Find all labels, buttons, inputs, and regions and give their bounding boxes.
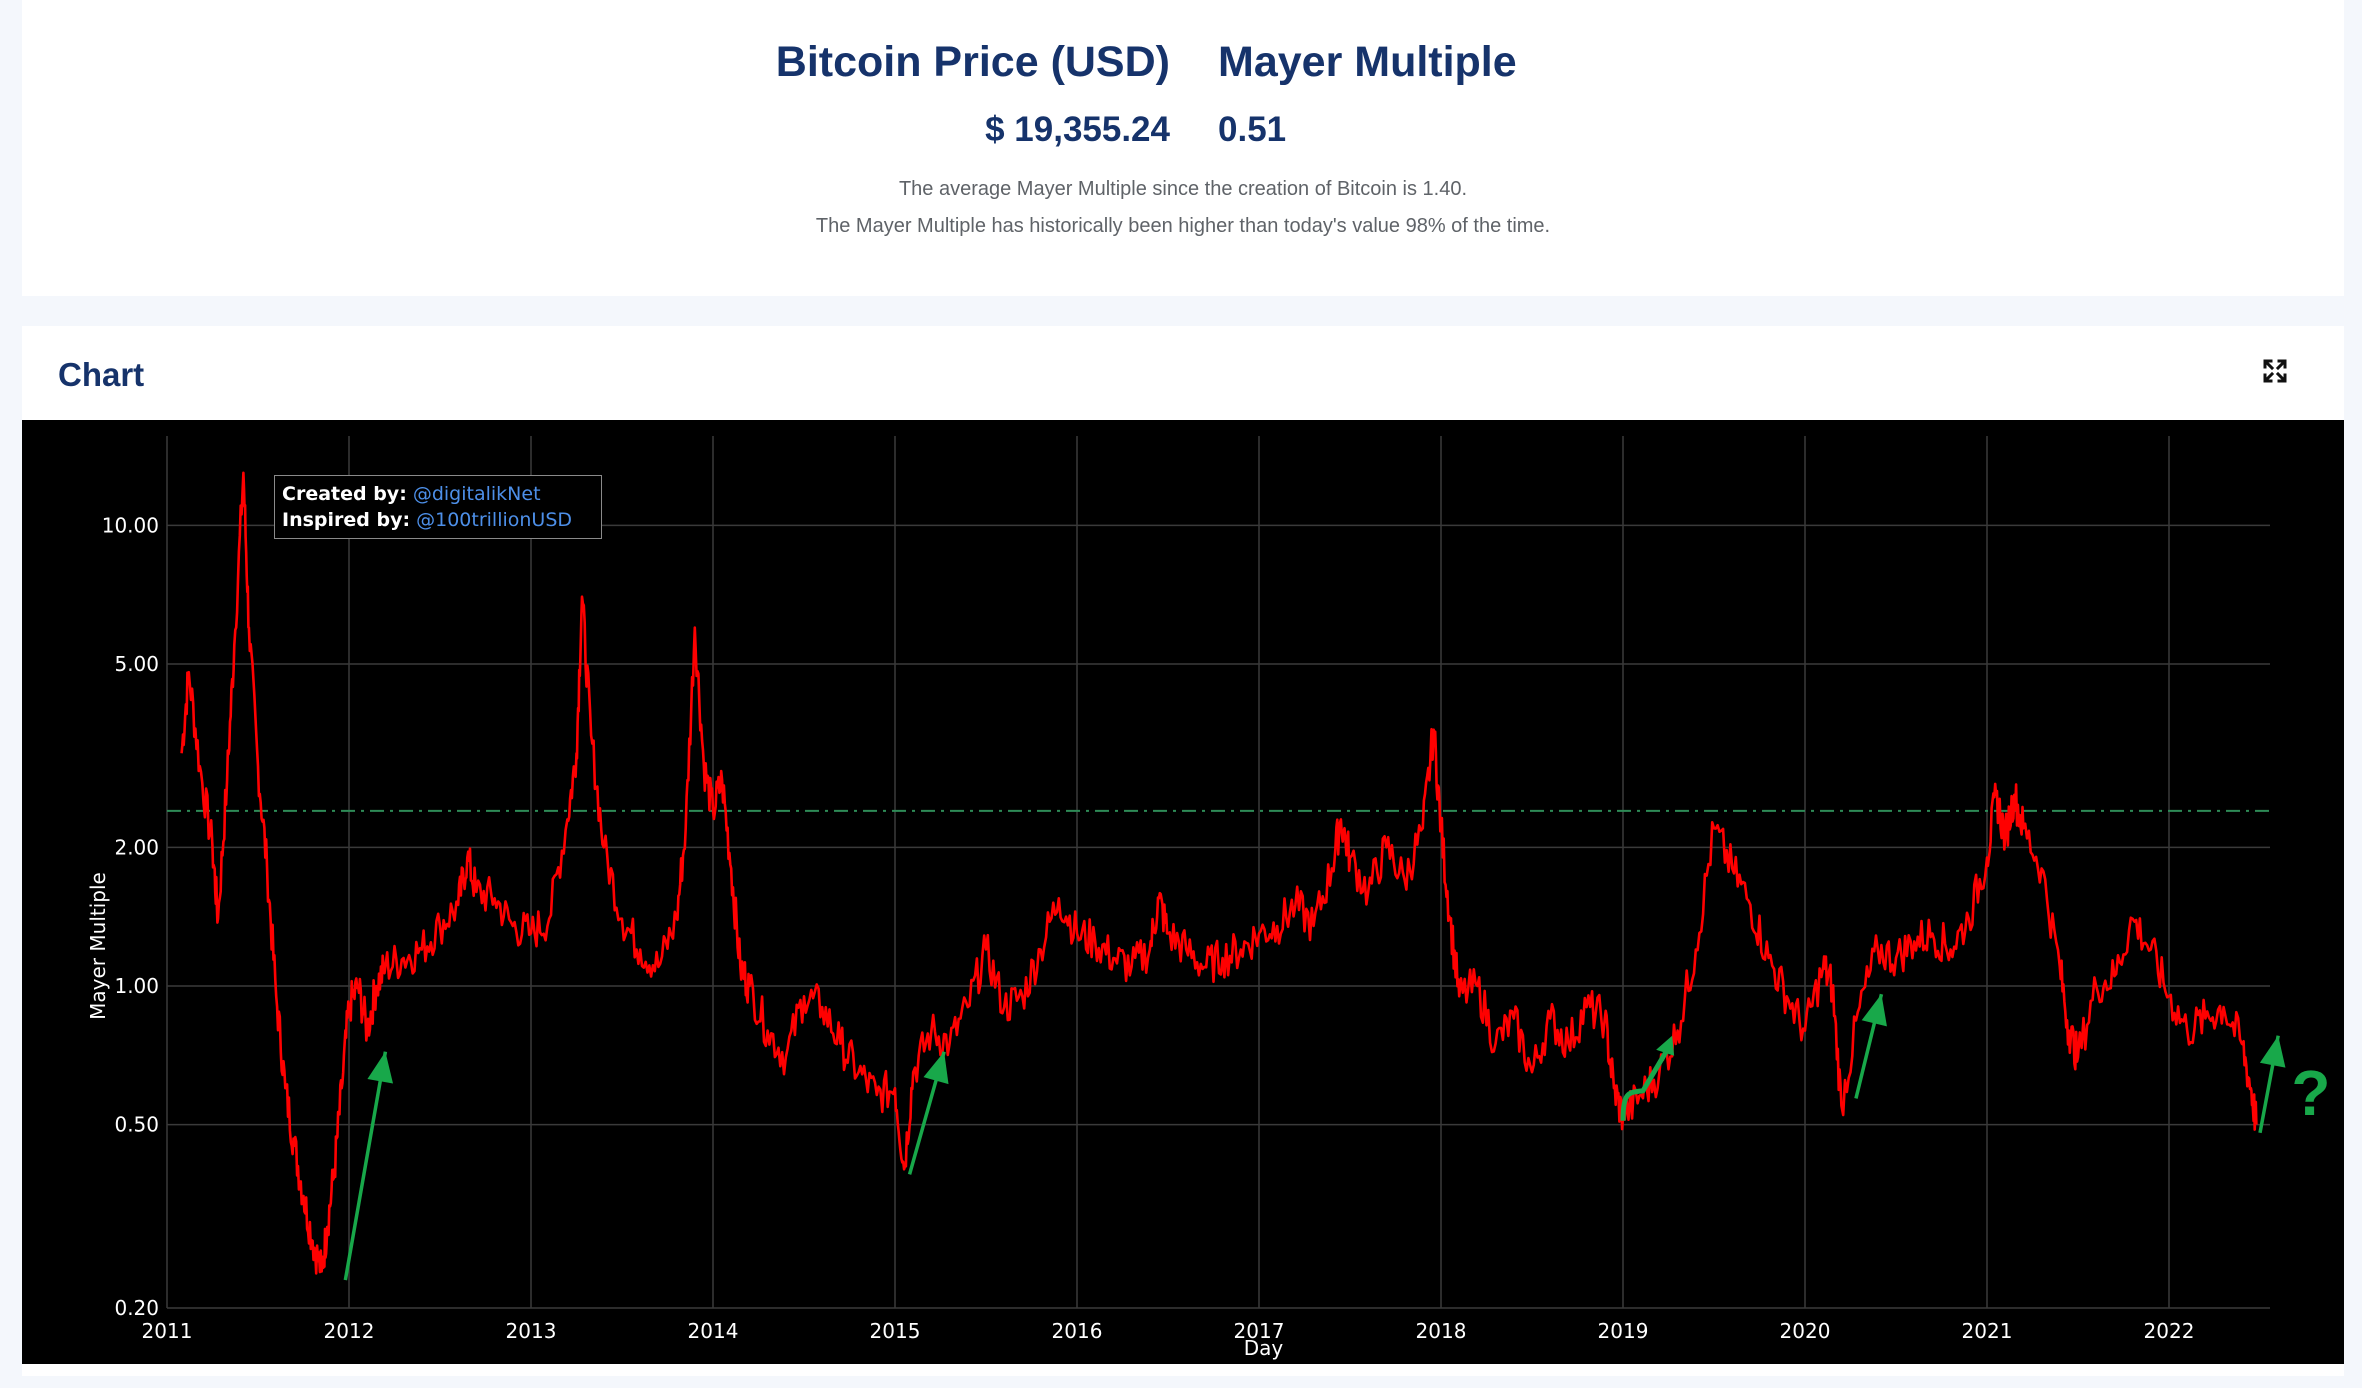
created-by-label: Created by: [282,483,407,505]
x-tick-label: 2022 [2144,1319,2195,1343]
arrow-annotation-head [1861,994,1887,1027]
curved-arrow-head [1656,1035,1675,1056]
y-axis-title: Mayer Multiple [86,872,110,1020]
x-tick-label: 2021 [1962,1319,2013,1343]
x-tick-label: 2014 [688,1319,739,1343]
chart-card: Chart 2011 2012 2013 2014 2015 2016 2017 2018 20… [22,326,2344,1376]
x-tick-label: 2017 [1234,1319,1285,1343]
history-note: The Mayer Multiple has historically been… [815,215,1551,237]
x-axis-title: Day [1244,1336,1284,1360]
question-mark-annotation: ? [2291,1057,2330,1129]
x-tick-label: 2020 [1780,1319,1831,1343]
inspired-by-line: Inspired by: @100trillionUSD [282,507,601,533]
mayer-multiple-value: 0.51 [1218,110,1287,149]
created-by-handle[interactable]: @digitalikNet [412,483,541,505]
mayer-multiple-chart[interactable]: 2011 2012 2013 2014 2015 2016 2017 2018 2019 2020… [22,420,2344,1364]
created-by-line: Created by: @digitalikNet [282,481,601,507]
mayer-multiple-label: Mayer Multiple [1218,38,1517,86]
x-tick-label: 2015 [870,1319,921,1343]
bitcoin-price-label: Bitcoin Price (USD) [775,38,1170,86]
chart-title: Chart [58,356,145,393]
inspired-by-handle[interactable]: @100trillionUSD [416,509,573,531]
x-tick-label: 2016 [1052,1319,1103,1343]
arrow-annotation-head [367,1051,394,1084]
bitcoin-price-value: $ 19,355.24 [985,110,1170,149]
x-tick-label: 2012 [324,1319,375,1343]
inspired-by-label: Inspired by: [282,509,411,531]
x-tick-label: 2011 [142,1319,193,1343]
y-tick-label: 0.50 [114,1113,159,1137]
arrow-annotation-head [923,1051,949,1085]
mayer-multiple-series-line [180,471,2258,1275]
summary-card: Bitcoin Price (USD) $ 19,355.24 Mayer Mu… [22,0,2344,296]
arrow-annotation-line [343,1051,388,1281]
arrow-annotation-head [2259,1035,2286,1068]
y-tick-label: 0.20 [114,1296,159,1320]
y-tick-label: 2.00 [114,835,159,859]
y-tick-label: 1.00 [114,974,159,998]
average-note: The average Mayer Multiple since the cre… [898,178,1468,200]
y-tick-label: 5.00 [114,652,159,676]
credit-box: Created by: @digitalikNet Inspired by: @… [274,475,602,539]
plot-area: 2011 2012 2013 2014 2015 2016 2017 2018 2019 2020… [22,420,2344,1364]
expand-icon[interactable] [2262,358,2288,384]
y-tick-label: 10.00 [102,513,159,537]
x-tick-label: 2019 [1598,1319,1649,1343]
x-tick-label: 2018 [1416,1319,1467,1343]
curved-arrow-annotation [1620,1050,1669,1121]
x-tick-label: 2013 [506,1319,557,1343]
